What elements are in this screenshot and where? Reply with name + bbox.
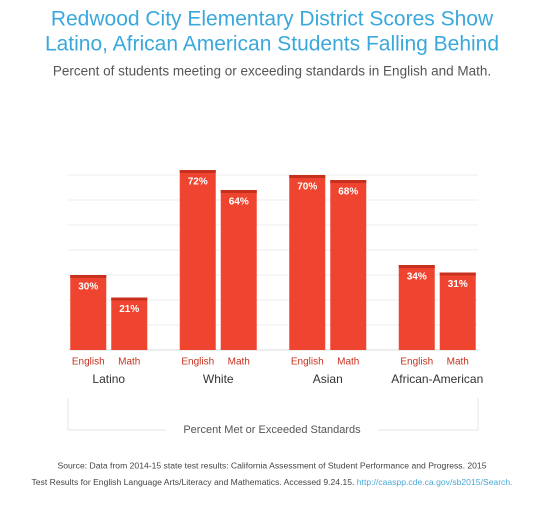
value-label: 68%	[338, 187, 358, 198]
axis-bracket	[67, 398, 479, 431]
series-label: English	[291, 357, 324, 368]
value-label: 34%	[407, 272, 427, 283]
category-label: Latino	[92, 372, 125, 386]
bar-cap	[70, 275, 107, 278]
category-label: Asian	[313, 372, 343, 386]
series-label: Math	[337, 357, 359, 368]
chart-title: Latino, African American Students Fallin…	[45, 33, 499, 56]
bar	[330, 180, 367, 350]
value-label: 72%	[188, 177, 208, 188]
bar-cap	[439, 272, 476, 276]
x-axis-label: Percent Met or Exceeded Standards	[183, 424, 361, 436]
bar	[220, 190, 257, 350]
value-label: 21%	[119, 304, 139, 315]
bar	[111, 297, 148, 350]
value-label: 30%	[78, 282, 98, 293]
bar	[398, 265, 435, 350]
category-label: African-American	[391, 372, 483, 386]
category-label: White	[203, 372, 234, 386]
series-label: Math	[447, 357, 469, 368]
bar	[70, 275, 107, 350]
series-label: English	[181, 357, 214, 368]
bar-cap	[289, 175, 326, 178]
bar	[289, 175, 326, 350]
value-label: 64%	[229, 197, 249, 208]
series-label: Math	[228, 357, 250, 368]
bar-cap	[220, 190, 257, 193]
bar-cap	[179, 170, 216, 173]
value-label: 31%	[448, 279, 468, 290]
series-label: Math	[118, 357, 140, 368]
bar	[179, 170, 216, 350]
bar	[439, 272, 476, 350]
value-label: 70%	[297, 182, 317, 193]
source: Test Results for English Language Arts/L…	[31, 477, 354, 487]
chart-title: Redwood City Elementary District Scores …	[51, 8, 494, 31]
chart-subtitle: Percent of students meeting or exceeding…	[53, 64, 491, 79]
bar-cap	[111, 297, 148, 301]
bar-cap	[330, 180, 367, 183]
source: Source: Data from 2014-15 state test res…	[58, 460, 487, 470]
series-label: English	[72, 357, 105, 368]
source: Test Results for English Language Arts/L…	[31, 477, 512, 487]
bar-cap	[398, 265, 435, 268]
series-label: English	[400, 357, 433, 368]
source-link[interactable]: http://caaspp.cde.ca.gov/sb2015/Search.	[357, 477, 513, 487]
